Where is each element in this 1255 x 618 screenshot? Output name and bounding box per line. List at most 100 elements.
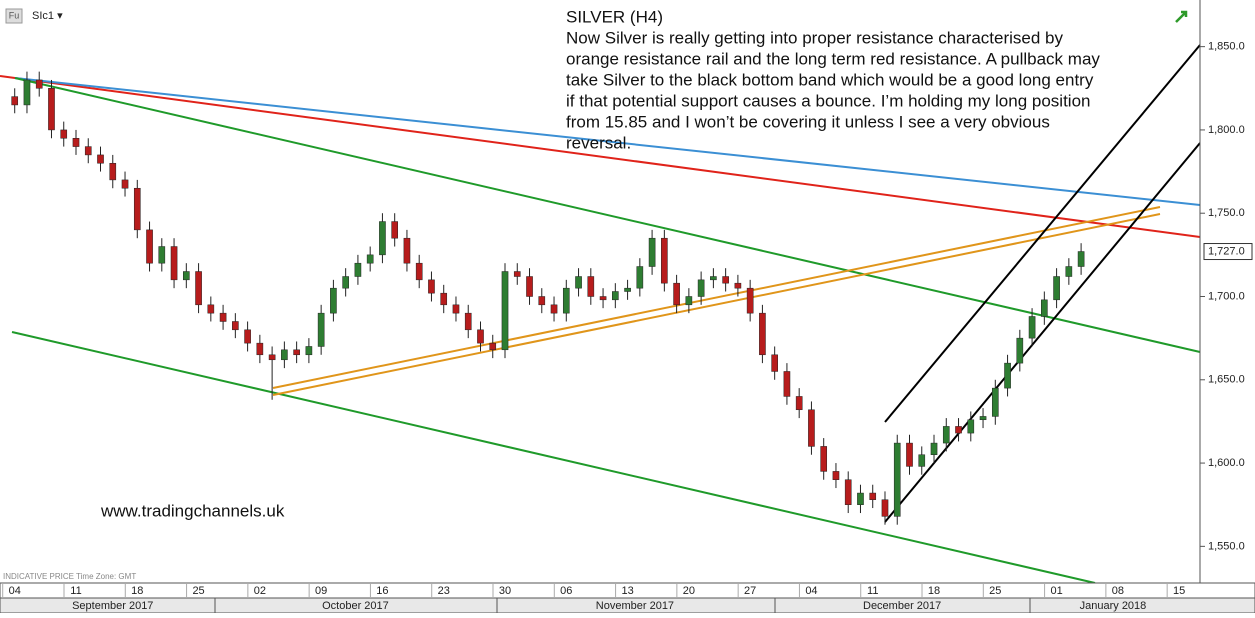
- candle-body: [354, 262, 362, 277]
- watermark: www.tradingchannels.uk: [100, 501, 285, 520]
- symbol-badge-box: [5, 8, 23, 24]
- candle-body: [1053, 276, 1060, 301]
- y-tick-label: 1,850.0: [1208, 41, 1245, 53]
- month-separators: [214, 598, 1031, 613]
- trend-lines: [0, 44, 1201, 584]
- candle-body: [893, 442, 901, 517]
- candle-body: [599, 296, 607, 301]
- candle-body: [182, 271, 190, 281]
- candle-body: [109, 162, 117, 181]
- candle-body: [820, 446, 828, 472]
- candle-body: [771, 354, 778, 372]
- candle-body: [1016, 337, 1024, 364]
- annotation-line: orange resistance rail and the long term…: [566, 49, 1100, 68]
- last-price-box: [1203, 243, 1253, 261]
- candle-body: [452, 304, 460, 314]
- x-tick-label: 11: [867, 585, 878, 597]
- annotation-line: Now Silver is really getting into proper…: [566, 28, 1064, 47]
- candle-body: [844, 479, 852, 505]
- x-tick-label: 30: [499, 585, 511, 597]
- x-tick-label: 25: [989, 585, 1001, 597]
- candle-body: [501, 271, 509, 351]
- candle-body: [342, 276, 349, 289]
- candle-body: [84, 146, 92, 156]
- candle-body: [232, 321, 239, 331]
- orange-rail: [272, 213, 1161, 396]
- candle-body: [256, 342, 264, 356]
- candle-body: [955, 426, 962, 434]
- candle-body: [158, 246, 166, 264]
- candle-body: [415, 262, 423, 281]
- green-lower: [11, 331, 1096, 584]
- candle-body: [11, 96, 19, 106]
- symbol-badge: Fu: [9, 10, 20, 20]
- candle-body: [293, 349, 300, 356]
- candle-body: [526, 276, 533, 297]
- candle-body: [1004, 362, 1011, 389]
- candle-body: [648, 237, 656, 267]
- x-tick-label: 04: [805, 585, 817, 597]
- candle-body: [857, 492, 864, 505]
- candle-body: [23, 79, 31, 106]
- y-tick-label: 1,800.0: [1208, 124, 1245, 136]
- candle-body: [1077, 251, 1085, 267]
- candle-body: [918, 454, 926, 467]
- candle-body: [538, 296, 546, 306]
- y-tick-label: 1,550.0: [1208, 540, 1245, 552]
- symbol[interactable]: SIc1 ▾: [32, 10, 63, 22]
- candle-body: [60, 129, 68, 139]
- candle-body: [722, 276, 729, 284]
- candle-body: [795, 396, 803, 411]
- candle-body: [170, 246, 178, 281]
- x-tick-label: 11: [70, 585, 81, 597]
- candle-body: [808, 409, 815, 447]
- candle-body: [403, 237, 411, 264]
- candle-body: [464, 312, 472, 331]
- candle-body: [281, 349, 288, 361]
- candle-body: [97, 154, 104, 164]
- month-label: October 2017: [322, 600, 389, 612]
- x-tick-label: 13: [621, 585, 633, 597]
- annotation-line: reversal.: [566, 133, 631, 152]
- candle-body: [587, 276, 595, 297]
- candle-body: [428, 279, 435, 294]
- red-resistance: [0, 75, 1201, 238]
- candle-body: [697, 279, 705, 297]
- candle-body: [305, 346, 313, 356]
- candle-body: [673, 282, 680, 306]
- candle-body: [146, 229, 153, 264]
- x-tick-label: 04: [9, 585, 21, 597]
- annotation-line: from 15.85 and I won’t be covering it un…: [566, 112, 1050, 131]
- black-channel-top: [884, 44, 1201, 423]
- candle-body: [550, 304, 558, 314]
- y-tick-label: 1,750.0: [1208, 207, 1245, 219]
- y-tick-label: 1,700.0: [1208, 290, 1245, 302]
- candle-body: [379, 221, 386, 256]
- candle-body: [35, 79, 43, 89]
- candle-body: [219, 312, 227, 322]
- candle-body: [759, 312, 766, 356]
- month-label: January 2018: [1080, 600, 1147, 612]
- candle-body: [636, 266, 644, 289]
- candle-body: [967, 419, 975, 434]
- x-tick-label: 02: [254, 585, 266, 597]
- candle-body: [685, 296, 693, 306]
- candle-body: [477, 329, 484, 344]
- month-label: November 2017: [596, 600, 674, 612]
- x-tick-label: 25: [192, 585, 204, 597]
- candle-body: [661, 237, 668, 284]
- candle-body: [207, 304, 215, 314]
- candle-body: [1041, 299, 1048, 317]
- last-price-label: 1,727.0: [1208, 245, 1245, 257]
- candle-body: [575, 276, 582, 289]
- candle-body: [783, 371, 791, 397]
- candle-body: [1028, 316, 1036, 339]
- candle-body: [869, 492, 877, 500]
- candle-body: [930, 442, 938, 455]
- y-tick-label: 1,600.0: [1208, 457, 1245, 469]
- candle-body: [366, 254, 374, 264]
- y-axis-panel: [1200, 0, 1255, 613]
- candle-body: [734, 282, 742, 289]
- candle-body: [746, 287, 754, 314]
- black-channel-bottom: [884, 142, 1201, 523]
